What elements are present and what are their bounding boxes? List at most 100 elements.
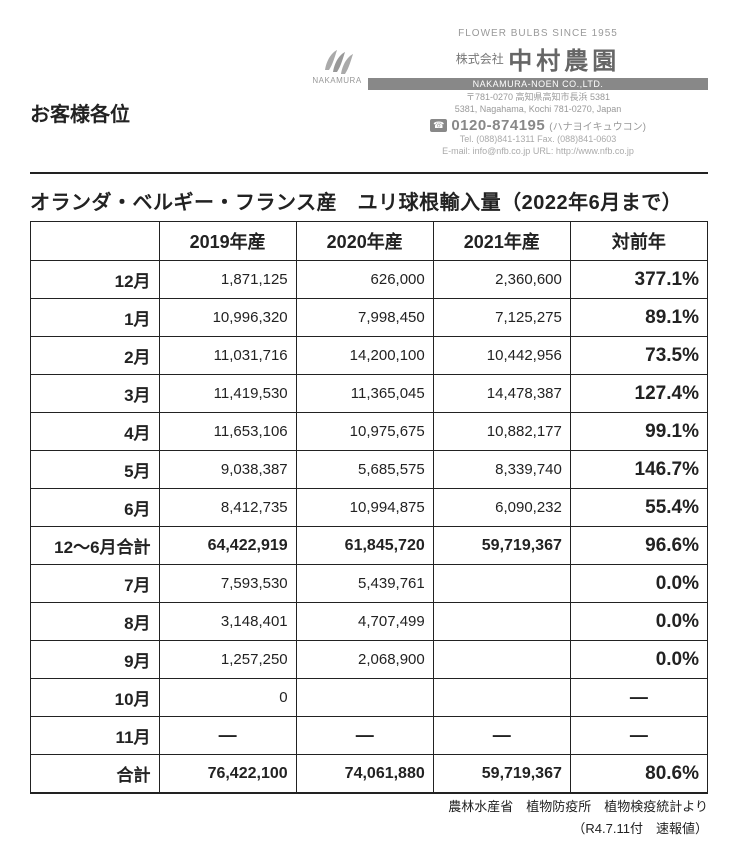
col-2021: 2021年産 — [433, 222, 570, 261]
cell-yoy: 73.5% — [570, 337, 707, 375]
col-month — [31, 222, 160, 261]
col-2019: 2019年産 — [159, 222, 296, 261]
table-row: 12～6月合計64,422,91961,845,72059,719,36796.… — [31, 527, 708, 565]
freedial-line: ☎ 0120-874195 (ハナヨイキュウコン) — [368, 117, 708, 134]
table-header-row: 2019年産 2020年産 2021年産 対前年 — [31, 222, 708, 261]
divider — [30, 172, 708, 174]
cell-value: 10,882,177 — [433, 413, 570, 451]
company-name: 中村農園 — [508, 48, 620, 75]
cell-yoy: 377.1% — [570, 261, 707, 299]
freedial-number: 0120-874195 — [451, 117, 545, 134]
cell-value: 7,998,450 — [296, 299, 433, 337]
cell-yoy: 0.0% — [570, 641, 707, 679]
cell-yoy: ― — [570, 679, 707, 717]
cell-value: ― — [159, 717, 296, 755]
row-label: 12～6月合計 — [31, 527, 160, 565]
cell-value — [433, 641, 570, 679]
table-row: 9月1,257,2502,068,9000.0% — [31, 641, 708, 679]
col-2020: 2020年産 — [296, 222, 433, 261]
table-row: 12月1,871,125626,0002,360,600377.1% — [31, 261, 708, 299]
row-label: 4月 — [31, 413, 160, 451]
import-table: 2019年産 2020年産 2021年産 対前年 12月1,871,125626… — [30, 221, 708, 794]
table-row: 5月9,038,3875,685,5758,339,740146.7% — [31, 451, 708, 489]
cell-value: 0 — [159, 679, 296, 717]
header-area: お客様各位 NAKAMURA FLOWER BULBS SINCE 1955 株… — [30, 28, 708, 168]
cell-value: 61,845,720 — [296, 527, 433, 565]
cell-value: 6,090,232 — [433, 489, 570, 527]
row-label: 6月 — [31, 489, 160, 527]
cell-value: 2,068,900 — [296, 641, 433, 679]
table-row: 6月8,412,73510,994,8756,090,23255.4% — [31, 489, 708, 527]
row-label: 9月 — [31, 641, 160, 679]
cell-value — [433, 679, 570, 717]
cell-yoy: 0.0% — [570, 565, 707, 603]
table-row: 3月11,419,53011,365,04514,478,387127.4% — [31, 375, 708, 413]
cell-value: 64,422,919 — [159, 527, 296, 565]
cell-value: 11,653,106 — [159, 413, 296, 451]
row-label: 合計 — [31, 755, 160, 794]
company-name-line: 株式会社 中村農園 — [368, 41, 708, 76]
cell-value — [296, 679, 433, 717]
cell-value: 10,975,675 — [296, 413, 433, 451]
row-label: 2月 — [31, 337, 160, 375]
table-row: 8月3,148,4014,707,4990.0% — [31, 603, 708, 641]
freedial-icon: ☎ — [430, 119, 447, 132]
cell-value: 10,442,956 — [433, 337, 570, 375]
cell-value: 14,478,387 — [433, 375, 570, 413]
source-line-2: （R4.7.11付 速報値） — [30, 820, 708, 838]
tel-fax: Tel. (088)841-1311 Fax. (088)841-0603 — [368, 134, 708, 146]
table-row: 4月11,653,10610,975,67510,882,17799.1% — [31, 413, 708, 451]
cell-yoy: 0.0% — [570, 603, 707, 641]
cell-value: 11,419,530 — [159, 375, 296, 413]
addressee: お客様各位 — [30, 98, 130, 127]
cell-value: 3,148,401 — [159, 603, 296, 641]
row-label: 8月 — [31, 603, 160, 641]
cell-value: ― — [433, 717, 570, 755]
cell-value: 59,719,367 — [433, 755, 570, 794]
row-label: 10月 — [31, 679, 160, 717]
cell-value: 10,994,875 — [296, 489, 433, 527]
cell-value: 76,422,100 — [159, 755, 296, 794]
address-en: 5381, Nagahama, Kochi 781-0270, Japan — [368, 104, 708, 116]
source-line-1: 農林水産省 植物防疫所 植物検疫統計より — [30, 798, 708, 816]
company-block: NAKAMURA FLOWER BULBS SINCE 1955 株式会社 中村… — [368, 28, 708, 158]
cell-value: 11,365,045 — [296, 375, 433, 413]
table-title: オランダ・ベルギー・フランス産 ユリ球根輸入量（2022年6月まで） — [30, 186, 708, 215]
cell-value: 11,031,716 — [159, 337, 296, 375]
cell-yoy: 96.6% — [570, 527, 707, 565]
mail-url: E-mail: info@nfb.co.jp URL: http://www.n… — [368, 146, 708, 158]
table-row: 2月11,031,71614,200,10010,442,95673.5% — [31, 337, 708, 375]
cell-value: 626,000 — [296, 261, 433, 299]
cell-value: 5,685,575 — [296, 451, 433, 489]
cell-value — [433, 565, 570, 603]
cell-value: 14,200,100 — [296, 337, 433, 375]
row-label: 12月 — [31, 261, 160, 299]
cell-value: 10,996,320 — [159, 299, 296, 337]
table-row: 7月7,593,5305,439,7610.0% — [31, 565, 708, 603]
table-row: 10月0 ― — [31, 679, 708, 717]
row-label: 3月 — [31, 375, 160, 413]
cell-yoy: 99.1% — [570, 413, 707, 451]
cell-yoy: 146.7% — [570, 451, 707, 489]
table-row: 合計76,422,10074,061,88059,719,36780.6% — [31, 755, 708, 794]
cell-yoy: ― — [570, 717, 707, 755]
cell-value: ― — [296, 717, 433, 755]
row-label: 11月 — [31, 717, 160, 755]
address-jp: 〒781-0270 高知県高知市長浜 5381 — [368, 92, 708, 104]
company-prefix: 株式会社 — [456, 52, 504, 66]
cell-yoy: 89.1% — [570, 299, 707, 337]
cell-yoy: 127.4% — [570, 375, 707, 413]
freedial-kana: (ハナヨイキュウコン) — [549, 118, 646, 133]
logo-text: NAKAMURA — [312, 76, 362, 85]
company-en-bar: NAKAMURA-NOEN CO.,LTD. — [368, 78, 708, 90]
cell-value: 7,593,530 — [159, 565, 296, 603]
cell-yoy: 80.6% — [570, 755, 707, 794]
company-tagline: FLOWER BULBS SINCE 1955 — [368, 28, 708, 39]
cell-value: 9,038,387 — [159, 451, 296, 489]
cell-value: 5,439,761 — [296, 565, 433, 603]
company-logo: NAKAMURA — [312, 46, 362, 85]
row-label: 1月 — [31, 299, 160, 337]
col-yoy: 対前年 — [570, 222, 707, 261]
cell-value: 2,360,600 — [433, 261, 570, 299]
cell-value: 8,339,740 — [433, 451, 570, 489]
